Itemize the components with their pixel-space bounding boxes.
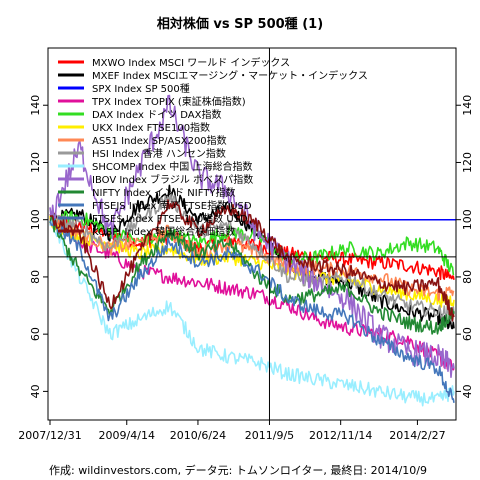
axes-group: 40 40 60 60 80 80 100 100 120 120 140 140 2007/12/31…: [18, 47, 474, 442]
y-tick-label-right: 120: [461, 152, 474, 173]
legend-label: HSI Index 香港 ハンセン指数: [92, 147, 226, 160]
x-tick-label: 2012/11/14: [309, 429, 372, 442]
y-tick-label-left: 40: [29, 384, 42, 398]
y-tick-label-left: 140: [29, 95, 42, 116]
legend-label: FTSEJS Index 南ア FTSE指数 USD: [92, 199, 252, 212]
y-tick-label-left: 120: [29, 152, 42, 173]
x-tick-label: 2007/12/31: [18, 429, 81, 442]
legend-label: DAX Index ドイツ DAX指数: [92, 108, 222, 121]
legend-label: KOSPI Index 韓国総合株価指数: [92, 225, 235, 238]
series-group: [49, 94, 456, 407]
series-line: [49, 215, 455, 335]
legend-label: MXWO Index MSCI ワールド インデックス: [92, 56, 290, 69]
legend-label: SHCOMP Index 中国 上海総合指数: [92, 160, 252, 173]
series-line: [49, 215, 455, 308]
x-tick-label: 2009/4/14: [99, 429, 155, 442]
chart-title: 相対株価 vs SP 500種 (1): [157, 16, 323, 32]
y-tick-label-right: 100: [461, 209, 474, 230]
chart-caption: 作成: wildinvestors.com, データ元: トムソンロイター, 最…: [49, 463, 427, 477]
y-tick-label-right: 80: [461, 270, 474, 284]
series-line: [49, 218, 455, 403]
x-tick-label: 2011/9/5: [245, 429, 294, 442]
series-line: [49, 94, 455, 379]
y-tick-label-left: 100: [29, 209, 42, 230]
legend-label: UKX Index FTSE100指数: [92, 121, 210, 134]
legend-label: FTSE$ Index FTSE 100指数 USD: [92, 212, 248, 225]
series-line: [49, 192, 455, 322]
legend-label: SPX Index SP 500種: [92, 82, 190, 95]
y-tick-label-right: 140: [461, 95, 474, 116]
plot-frame: [47, 47, 457, 421]
y-tick-label-left: 80: [29, 270, 42, 284]
legend-label: NIFTY Index インド NIFTY指数: [92, 186, 236, 199]
legend-label: AS51 Index SP/ASX200指数: [92, 134, 227, 147]
x-tick-label: 2010/6/24: [170, 429, 226, 442]
series-line: [49, 218, 455, 407]
series-line: [49, 199, 455, 322]
y-tick-label-left: 60: [29, 327, 42, 341]
legend-label: IBOV Index ブラジル ボベスパ指数: [92, 173, 253, 186]
legend-label: MXEF Index MSCIエマージング・マーケット・インデックス: [92, 69, 368, 82]
y-tick-label-right: 60: [461, 327, 474, 341]
y-tick-label-right: 40: [461, 384, 474, 398]
legend-label: TPX Index TOPIX (東証株価指数): [91, 95, 246, 108]
x-tick-label: 2014/2/27: [389, 429, 445, 442]
